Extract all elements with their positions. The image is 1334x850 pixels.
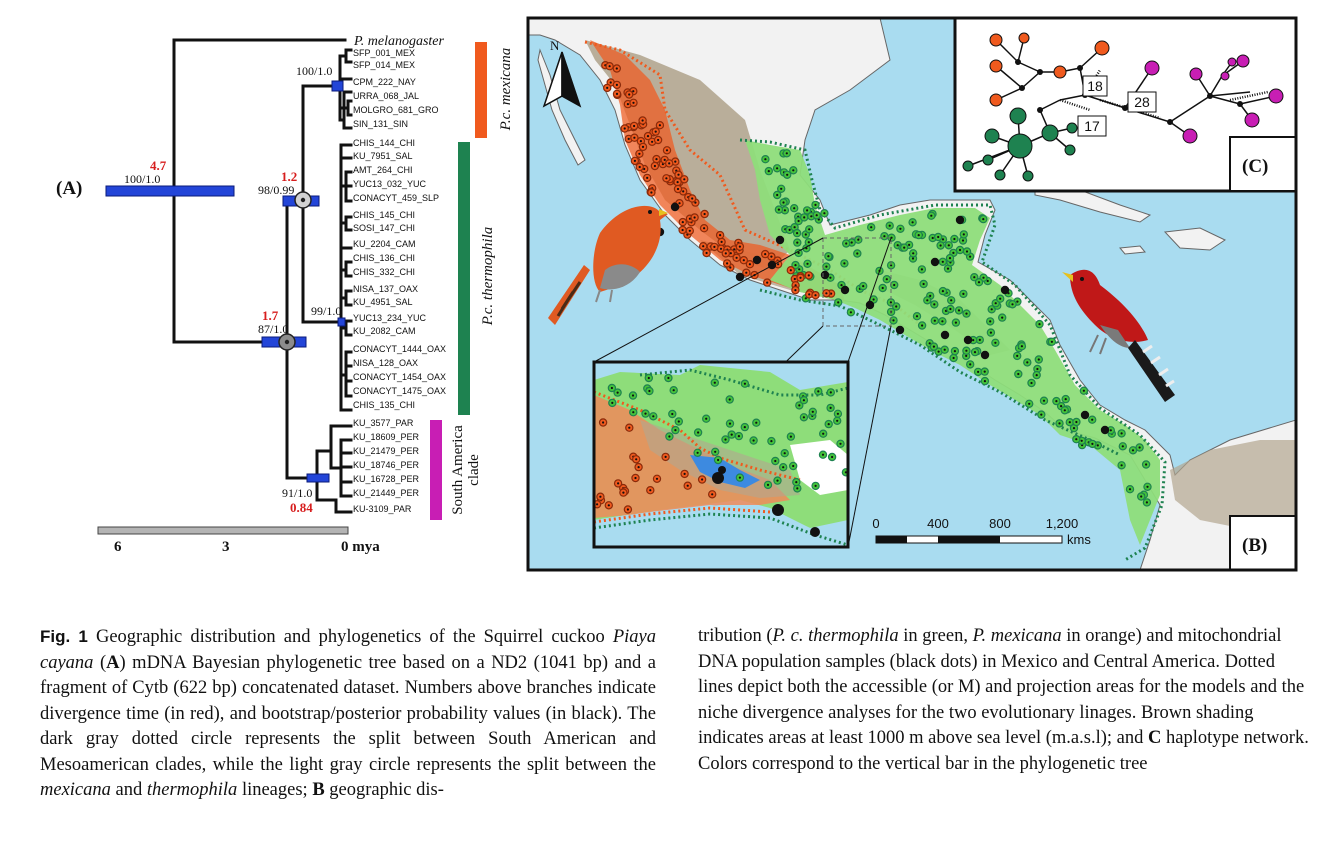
taxon-label: KU_18609_PER <box>353 432 420 442</box>
land-jamaica <box>1119 245 1146 255</box>
taxon-label: KU_3577_PAR <box>353 418 414 428</box>
node-time: 0.84 <box>290 500 313 515</box>
panel-b-label: (B) <box>1242 535 1267 556</box>
clade-label-thermophila: P.c. thermophila <box>480 227 496 326</box>
clade-bar-south-america <box>430 420 442 520</box>
node-labels: 4.7 100/1.0 1.2 98/0.99 1.7 87/1.0 100/1… <box>124 64 341 515</box>
node-time: 1.7 <box>262 308 279 323</box>
taxon-label: CHIS_332_CHI <box>353 267 415 277</box>
split-circles <box>278 191 312 351</box>
network-steps: 17 <box>1084 118 1100 134</box>
node-time: 4.7 <box>150 158 167 173</box>
distance-tick: 0 <box>872 516 879 531</box>
thermophila-boundary <box>759 288 1121 457</box>
panel-a-label: (A) <box>56 178 82 199</box>
clade-bar-mexicana <box>475 42 487 138</box>
node-support: 87/1.0 <box>258 322 288 336</box>
occurrence-points <box>601 60 836 300</box>
network-steps: 18 <box>1087 78 1103 94</box>
phylogenetic-tree <box>172 38 353 514</box>
hpd-bars <box>105 80 346 483</box>
node-support: 100/1.0 <box>296 64 332 78</box>
inset-map <box>592 360 850 549</box>
taxon-label: YUC13_234_YUC <box>353 313 427 323</box>
taxon-label: CONACYT_1454_OAX <box>353 372 446 382</box>
node-support: 100/1.0 <box>124 172 160 186</box>
land-hispaniola <box>1163 227 1227 251</box>
taxon-label: CHIS_136_CHI <box>353 253 415 263</box>
taxon-label: CHIS_145_CHI <box>353 210 415 220</box>
taxon-label: KU_21449_PER <box>353 488 420 498</box>
caption-left-column: Fig. 1 Geographic distribution and phylo… <box>40 627 656 800</box>
distance-tick: 800 <box>989 516 1011 531</box>
taxon-label: SIN_131_SIN <box>353 119 408 129</box>
taxon-label: CONACYT_1444_OAX <box>353 344 446 354</box>
node-support: 91/1.0 <box>282 486 312 500</box>
taxon-label: CPM_222_NAY <box>353 77 416 87</box>
taxon-label: KU_18746_PER <box>353 460 420 470</box>
network-steps: 28 <box>1134 94 1150 110</box>
panel-c-label: (C) <box>1242 156 1268 177</box>
taxon-label: KU-3109_PAR <box>353 504 412 514</box>
occurrence-points <box>761 149 1152 507</box>
scale-tick: 6 <box>114 539 122 555</box>
taxon-label: YUC13_032_YUC <box>353 179 427 189</box>
scale-tick: 0 mya <box>341 539 380 555</box>
clade-bars <box>430 42 487 520</box>
taxon-label: CONACYT_459_SLP <box>353 193 439 203</box>
taxon-label: KU_2082_CAM <box>353 326 416 336</box>
caption-label: Fig. 1 <box>40 627 88 646</box>
mexicana-range <box>590 40 845 302</box>
taxon-labels: SFP_001_MEX SFP_014_MEX CPM_222_NAY URRA_06… <box>353 48 446 514</box>
clade-label-mexicana: P.c. mexicana <box>498 48 514 132</box>
squirrel-cuckoo-orange-illustration <box>548 205 668 325</box>
taxon-label: KU_16728_PER <box>353 474 420 484</box>
taxon-label: CONACYT_1475_OAX <box>353 386 446 396</box>
taxon-label: URRA_068_JAL <box>353 91 419 101</box>
taxon-label: NISA_128_OAX <box>353 358 418 368</box>
squirrel-cuckoo-red-illustration <box>1062 269 1175 402</box>
node-support: 99/1.0 <box>311 304 341 318</box>
clade-bar-thermophila <box>458 142 470 415</box>
node-support: 98/0.99 <box>258 183 294 197</box>
outgroup-label: P. melanogaster <box>353 34 445 49</box>
thermophila-boundary <box>739 138 1167 562</box>
taxon-label: KU_7951_SAL <box>353 151 413 161</box>
taxon-label: AMT_264_CHI <box>353 165 413 175</box>
taxon-label: CHIS_144_CHI <box>353 138 415 148</box>
distance-scale: 0 400 800 1,200 kms <box>872 516 1091 547</box>
zoom-region <box>822 237 892 327</box>
scale-tick: 3 <box>222 539 230 555</box>
figure-svg: 4.7 100/1.0 1.2 98/0.99 1.7 87/1.0 100/1… <box>56 16 1298 572</box>
distance-tick: 400 <box>927 516 949 531</box>
highland <box>1170 440 1296 530</box>
north-label: N <box>550 38 560 53</box>
taxon-label: SOSI_147_CHI <box>353 223 415 233</box>
node-time: 1.2 <box>281 169 297 184</box>
time-scale: 6 3 0 mya <box>97 526 380 555</box>
taxon-label: KU_2204_CAM <box>353 239 416 249</box>
taxon-label: CHIS_135_CHI <box>353 400 415 410</box>
north-arrow-icon <box>542 51 582 108</box>
taxon-label: KU_4951_SAL <box>353 297 413 307</box>
distance-unit: kms <box>1067 532 1091 547</box>
figure: 4.7 100/1.0 1.2 98/0.99 1.7 87/1.0 100/1… <box>56 16 1298 572</box>
clade-label-south-america: South Americaclade <box>450 425 482 515</box>
taxon-label: NISA_137_OAX <box>353 284 418 294</box>
taxon-label: KU_21479_PER <box>353 446 420 456</box>
taxon-label: SFP_001_MEX <box>353 48 415 58</box>
taxon-label: MOLGRO_681_GRO <box>353 105 439 115</box>
land-cuba <box>1034 184 1152 223</box>
caption-right-column: tribution (P. c. thermophila in green, P… <box>698 626 1309 774</box>
taxon-label: SFP_014_MEX <box>353 60 415 70</box>
haplotype-network: 18 28 17 (C) <box>953 16 1298 193</box>
distance-tick: 1,200 <box>1046 516 1079 531</box>
